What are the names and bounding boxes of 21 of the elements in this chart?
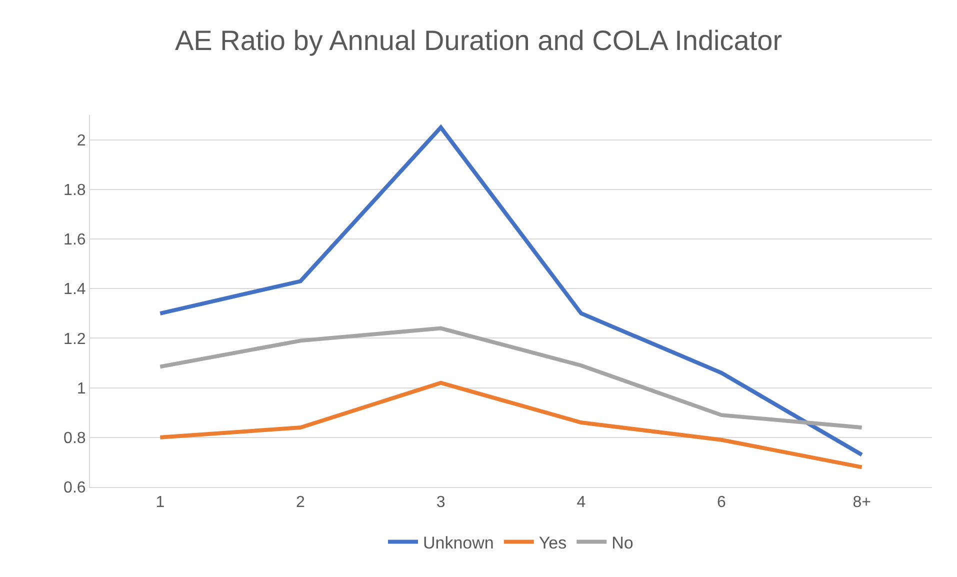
x-tick-label: 1 bbox=[156, 494, 165, 512]
y-tick-label: 0.6 bbox=[64, 480, 86, 497]
y-tick-label: 1.4 bbox=[64, 281, 86, 298]
x-tick-label: 3 bbox=[436, 494, 446, 512]
y-tick-label: 1.6 bbox=[64, 232, 86, 249]
x-tick-label: 8+ bbox=[852, 494, 871, 512]
legend-label: Unknown bbox=[423, 533, 494, 552]
x-tick-label: 2 bbox=[296, 494, 306, 512]
x-tick-label: 6 bbox=[717, 494, 726, 512]
y-tick-label: 1.2 bbox=[64, 330, 86, 348]
line-series bbox=[158, 326, 864, 430]
y-tick-label: 2 bbox=[76, 132, 86, 150]
line-series bbox=[158, 125, 864, 457]
y-tick-label: 1 bbox=[76, 380, 86, 398]
y-tick-label: 0.8 bbox=[64, 430, 86, 447]
legend-label: No bbox=[612, 533, 634, 552]
x-tick-label: 4 bbox=[576, 494, 586, 512]
y-tick-label: 1.8 bbox=[64, 182, 86, 199]
line-series bbox=[158, 380, 864, 470]
chart-title: AE Ratio by Annual Duration and COLA Indicator bbox=[174, 25, 782, 56]
legend-label: Yes bbox=[538, 533, 567, 552]
